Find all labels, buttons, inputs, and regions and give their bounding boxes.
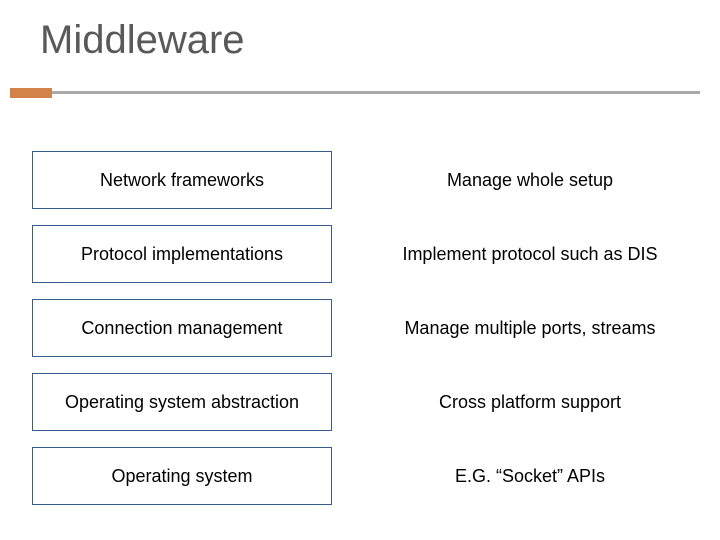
layer-desc: E.G. “Socket” APIs xyxy=(332,466,688,487)
layer-desc: Manage whole setup xyxy=(332,170,688,191)
layer-box: Operating system abstraction xyxy=(32,373,332,431)
layer-row: Connection management Manage multiple po… xyxy=(32,296,688,360)
layer-row: Network frameworks Manage whole setup xyxy=(32,148,688,212)
layer-box: Protocol implementations xyxy=(32,225,332,283)
title-rule xyxy=(0,88,720,98)
layer-desc: Cross platform support xyxy=(332,392,688,413)
accent-block xyxy=(10,88,52,98)
layer-desc: Manage multiple ports, streams xyxy=(332,318,688,339)
layer-row: Protocol implementations Implement proto… xyxy=(32,222,688,286)
layer-row: Operating system E.G. “Socket” APIs xyxy=(32,444,688,508)
layer-box: Operating system xyxy=(32,447,332,505)
layer-desc: Implement protocol such as DIS xyxy=(332,244,688,265)
rule-line xyxy=(52,91,700,94)
content-area: Network frameworks Manage whole setup Pr… xyxy=(32,148,688,518)
slide: Middleware Network frameworks Manage who… xyxy=(0,0,720,540)
slide-title: Middleware xyxy=(40,18,245,63)
layer-box: Network frameworks xyxy=(32,151,332,209)
layer-box: Connection management xyxy=(32,299,332,357)
layer-row: Operating system abstraction Cross platf… xyxy=(32,370,688,434)
